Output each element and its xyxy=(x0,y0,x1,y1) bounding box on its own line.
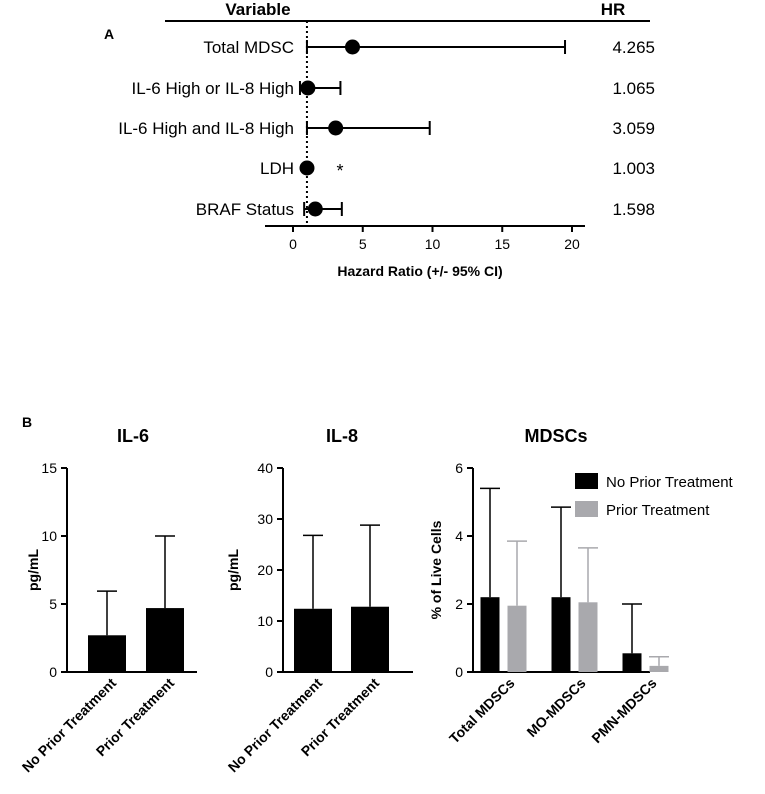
hr-value: 3.059 xyxy=(612,119,655,138)
variable-label: IL-6 High and IL-8 High xyxy=(118,119,294,138)
y-tick-label: 0 xyxy=(49,664,57,680)
chart-title: IL-8 xyxy=(326,426,358,446)
variable-label: LDH xyxy=(260,159,294,178)
bar xyxy=(578,602,598,672)
variable-header: Variable xyxy=(225,0,290,19)
variable-label: Total MDSC xyxy=(203,38,294,57)
legend-swatch xyxy=(575,473,598,489)
mdsc-bar-chart: MDSCs 0 2 4 6 % of Live Cells Total MDSCs MO-MD… xyxy=(428,426,734,746)
x-tick-label: 15 xyxy=(494,236,510,252)
bar xyxy=(622,653,642,672)
y-tick-label: 40 xyxy=(257,460,273,476)
bar xyxy=(507,605,527,672)
x-tick-label: 10 xyxy=(425,236,441,252)
bar xyxy=(649,665,669,672)
x-tick-label: 0 xyxy=(289,236,297,252)
bar xyxy=(551,597,571,672)
y-tick-label: 0 xyxy=(265,664,273,680)
category-label: PMN-MDSCs xyxy=(588,675,659,746)
y-tick-label: 30 xyxy=(257,511,273,527)
legend-label: Prior Treatment xyxy=(606,502,710,519)
bar xyxy=(146,608,184,672)
y-tick-label: 6 xyxy=(455,460,463,476)
hr-point xyxy=(344,39,360,55)
bar-panels: B xyxy=(22,414,32,430)
y-tick-label: 2 xyxy=(455,596,463,612)
hr-value: 1.003 xyxy=(612,159,655,178)
hr-value: 4.265 xyxy=(612,38,655,57)
y-tick-label: 15 xyxy=(41,460,57,476)
hr-point xyxy=(307,201,323,217)
hr-point xyxy=(300,80,316,96)
bar xyxy=(88,635,126,672)
category-label: No Prior Treatment xyxy=(225,675,326,776)
y-tick-label: 10 xyxy=(41,528,57,544)
hr-header: HR xyxy=(601,0,626,19)
variable-label: BRAF Status xyxy=(196,200,294,219)
x-tick-label: 20 xyxy=(564,236,580,252)
x-tick-label: 5 xyxy=(359,236,367,252)
y-tick-label: 5 xyxy=(49,596,57,612)
y-axis-title: pg/mL xyxy=(225,549,241,591)
significance-marker: * xyxy=(336,161,343,181)
chart-title: IL-6 xyxy=(117,426,149,446)
panel-b-label: B xyxy=(22,414,32,430)
hr-value: 1.598 xyxy=(612,200,655,219)
bar xyxy=(351,606,389,672)
panel-a-label: A xyxy=(104,26,114,42)
y-axis-title: % of Live Cells xyxy=(428,520,444,619)
category-label: MO-MDSCs xyxy=(523,675,588,740)
legend-swatch xyxy=(575,501,598,517)
category-label: Total MDSCs xyxy=(446,675,518,747)
hr-point xyxy=(299,160,315,176)
y-axis-title: pg/mL xyxy=(25,549,41,591)
y-tick-label: 4 xyxy=(455,528,463,544)
bar xyxy=(480,597,500,672)
hr-point xyxy=(328,120,344,136)
x-axis-title: Hazard Ratio (+/- 95% CI) xyxy=(337,263,502,279)
forest-plot: A Variable HR 0 5 10 15 20 Hazard Ratio (+/- … xyxy=(104,0,655,279)
chart-title: MDSCs xyxy=(524,426,587,446)
y-tick-label: 10 xyxy=(257,613,273,629)
category-label: No Prior Treatment xyxy=(19,675,120,776)
hr-value: 1.065 xyxy=(612,79,655,98)
legend-label: No Prior Treatment xyxy=(606,474,734,491)
y-tick-label: 0 xyxy=(455,664,463,680)
variable-label: IL-6 High or IL-8 High xyxy=(131,79,294,98)
y-tick-label: 20 xyxy=(257,562,273,578)
bar xyxy=(294,608,332,672)
